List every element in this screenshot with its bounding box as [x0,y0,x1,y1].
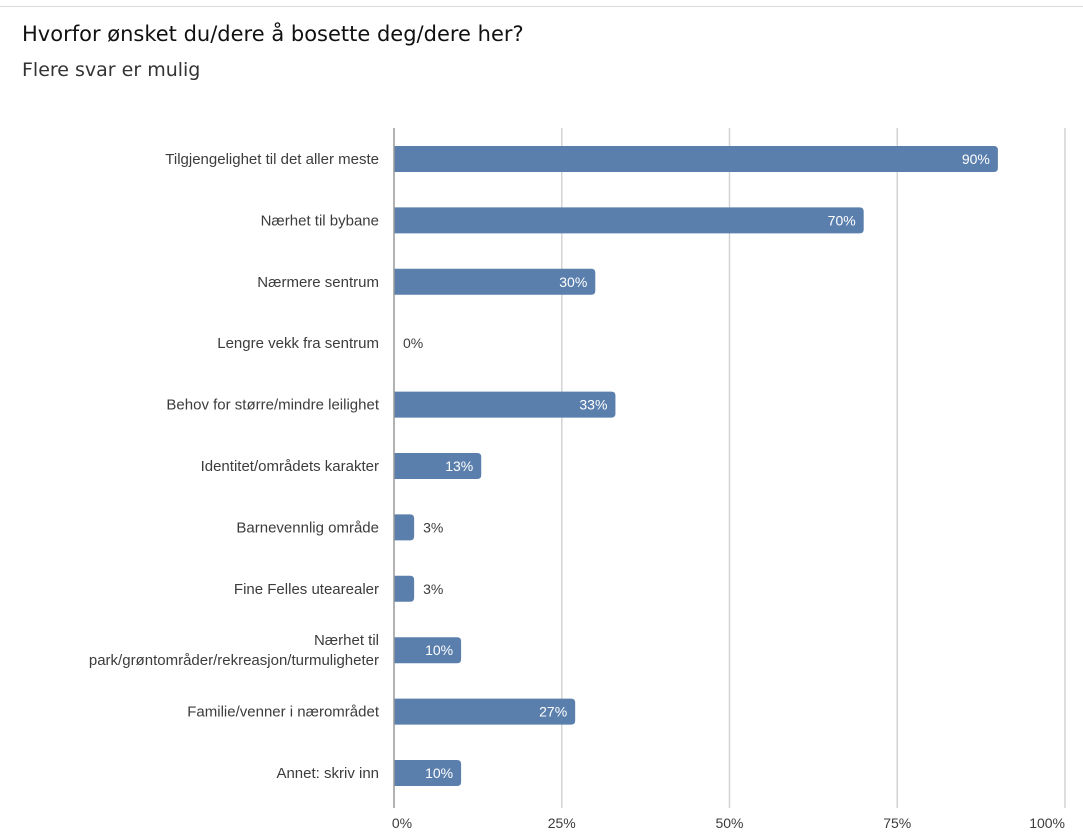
x-tick-label: 75% [883,815,911,831]
bar [394,391,616,418]
bar [394,575,415,602]
bar [394,146,998,172]
bar [394,637,462,664]
bar [394,698,576,725]
bar [394,514,415,541]
chart-title: Hvorfor ønsket du/dere å bosette deg/der… [22,22,524,46]
category-label: Identitet/områdets karakter [201,458,379,475]
data-label: 3% [423,519,443,535]
category-label: Lengre vekk fra sentrum [217,335,379,352]
category-label: Tilgjengelighet til det aller meste [165,151,379,168]
category-label: Nærmere sentrum [257,274,379,291]
data-label: 90% [962,151,990,167]
x-tick-label: 25% [548,815,576,831]
data-label: 10% [425,765,453,781]
top-divider [0,6,1083,7]
bar [394,207,864,234]
category-label: Behov for større/mindre leilighet [166,397,379,414]
data-label: 10% [425,642,453,658]
data-label: 70% [828,212,856,228]
data-label: 13% [445,458,473,474]
category-label: Nærhet til [314,632,379,649]
data-label: 30% [559,274,587,290]
category-label: Familie/venner i nærområdet [187,704,380,721]
category-label: Annet: skriv inn [276,765,379,782]
data-label: 3% [423,581,443,597]
data-label: 0% [403,335,423,351]
bar [394,268,596,295]
category-label: Nærhet til bybane [261,212,379,229]
x-tick-label: 0% [392,815,412,831]
category-label: park/grøntområder/rekreasjon/turmulighet… [89,652,379,669]
data-label: 33% [579,397,607,413]
category-label: Fine Felles utearealer [234,581,379,598]
data-label: 27% [539,704,567,720]
x-tick-label: 100% [1029,815,1065,831]
category-label: Barnevennlig område [236,519,379,536]
x-tick-label: 50% [715,815,743,831]
bar [394,453,482,479]
chart-subtitle: Flere svar er mulig [22,59,201,81]
bar [394,760,462,786]
